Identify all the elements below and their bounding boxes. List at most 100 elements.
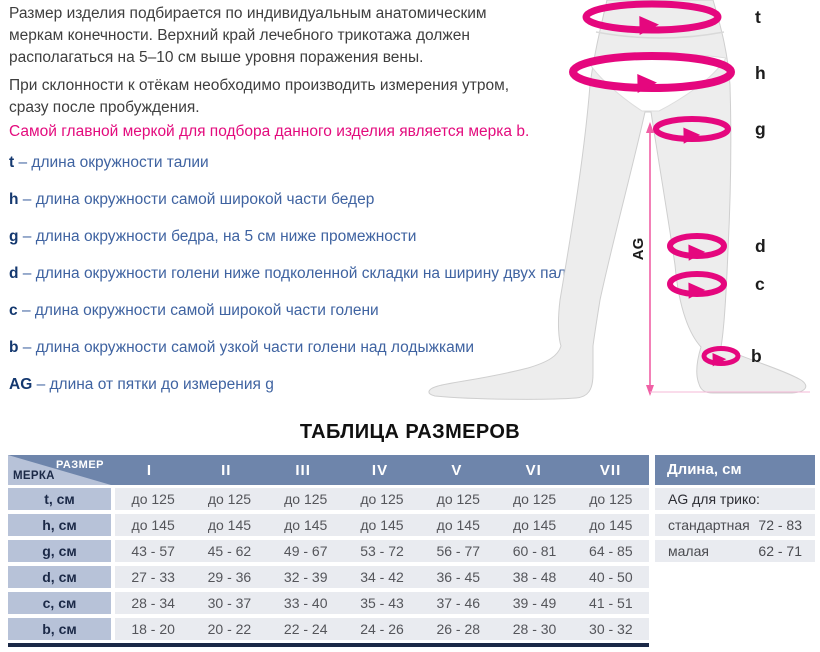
length-row-standard: стандартная 72 - 83 — [655, 514, 815, 536]
size-table: РАЗМЕР МЕРКА I II III IV V VI VII t, см … — [8, 455, 649, 647]
col-header-4: IV — [371, 461, 389, 479]
cell: до 125 — [284, 491, 328, 507]
row-label: t, см — [8, 488, 111, 510]
cell: до 125 — [512, 491, 557, 507]
col-header-6: VI — [525, 461, 542, 479]
corner-label-size: РАЗМЕР — [55, 459, 104, 471]
cell: 28 - 30 — [512, 621, 557, 637]
cell: до 145 — [207, 517, 252, 533]
length-subheader-row: AG для трико: — [655, 488, 815, 510]
cell: 40 - 50 — [589, 569, 633, 585]
cell: 30 - 32 — [589, 621, 633, 637]
measure-key-b: b — [9, 339, 19, 356]
length-table-header: Длина, см — [655, 455, 815, 485]
size-table-title: ТАБЛИЦА РАЗМЕРОВ — [299, 421, 521, 443]
measure-key-t: t — [9, 154, 15, 171]
table-row-t: t, см до 125 до 125 до 125 до 125 до 125… — [8, 488, 649, 510]
cell: 22 - 24 — [283, 621, 328, 637]
row-values: 18 - 20 20 - 22 22 - 24 24 - 26 26 - 28 … — [115, 618, 649, 640]
measure-key-ag: AG — [9, 376, 33, 393]
col-header-3: III — [295, 461, 311, 479]
measure-key-c: c — [9, 302, 18, 319]
col-header-2: II — [221, 461, 232, 479]
cell: 38 - 48 — [512, 569, 557, 585]
length-row-small: малая 62 - 71 — [655, 540, 815, 562]
arrow-g — [653, 116, 731, 142]
measure-text-d: – длина окружности голени ниже подколенн… — [22, 265, 600, 282]
length-subheader: AG для трико: — [668, 491, 760, 507]
row-label: c, см — [8, 592, 111, 614]
corner-cell: РАЗМЕР МЕРКА — [8, 455, 111, 485]
row-label: g, см — [8, 540, 111, 562]
measure-item-g: g – длина окружности бедра, на 5 см ниже… — [9, 226, 649, 247]
row-values: 28 - 34 30 - 37 33 - 40 35 - 43 37 - 46 … — [115, 592, 649, 614]
cell: 28 - 34 — [131, 595, 175, 611]
table-row-h: h, см до 145 до 145 до 145 до 145 до 145… — [8, 514, 649, 536]
cell: 43 - 57 — [131, 543, 175, 559]
table-bottom-border — [8, 643, 649, 647]
cell: 37 - 46 — [436, 595, 481, 611]
measure-item-t: t – длина окружности талии — [9, 152, 649, 173]
cell: 60 - 81 — [512, 543, 557, 559]
cell: до 145 — [360, 517, 404, 533]
cell: 53 - 72 — [360, 543, 404, 559]
measure-key-d: d — [9, 265, 19, 282]
cell: до 145 — [512, 517, 557, 533]
intro-text-block: Размер изделия подбирается по индивидуал… — [9, 0, 649, 411]
measure-text-ag: – длина от пятки до измерения g — [36, 376, 274, 393]
row-values: 43 - 57 45 - 62 49 - 67 53 - 72 56 - 77 … — [115, 540, 649, 562]
arrow-heads — [636, 14, 727, 367]
corner-label-measure: МЕРКА — [13, 470, 55, 482]
diagram-labels: t h g d c b — [751, 7, 766, 366]
label-d: d — [755, 236, 766, 256]
size-table-body: t, см до 125 до 125 до 125 до 125 до 125… — [8, 485, 649, 640]
cell: 34 - 42 — [360, 569, 404, 585]
row-label: b, см — [8, 618, 111, 640]
measure-text-b: – длина окружности самой узкой части гол… — [22, 339, 475, 356]
column-headers: I II III IV V VI VII — [111, 455, 649, 485]
cell: 56 - 77 — [436, 543, 481, 559]
label-c: c — [755, 274, 765, 294]
cell: 36 - 45 — [436, 569, 481, 585]
measure-item-h: h – длина окружности самой широкой части… — [9, 189, 649, 210]
row-label: d, см — [8, 566, 111, 588]
table-row-d: d, см 27 - 33 29 - 36 32 - 39 34 - 42 36… — [8, 566, 649, 588]
row-values: до 145 до 145 до 145 до 145 до 145 до 14… — [115, 514, 649, 536]
measure-text-t: – длина окружности талии — [18, 154, 209, 171]
ag-measure-line — [646, 122, 810, 396]
cell: до 145 — [589, 517, 633, 533]
measure-key-h: h — [9, 191, 19, 208]
cell: 35 - 43 — [360, 595, 404, 611]
cell: 26 - 28 — [436, 621, 481, 637]
intro-highlight: Самой главной меркой для подбора данного… — [9, 123, 530, 140]
label-g: g — [755, 119, 766, 139]
cell: 64 - 85 — [589, 543, 633, 559]
label-t: t — [755, 7, 761, 27]
length-label: малая — [668, 543, 709, 559]
measure-item-c: c – длина окружности самой широкой части… — [9, 300, 649, 321]
row-values: до 125 до 125 до 125 до 125 до 125 до 12… — [115, 488, 649, 510]
cell: 33 - 40 — [283, 595, 328, 611]
table-row-g: g, см 43 - 57 45 - 62 49 - 67 53 - 72 56… — [8, 540, 649, 562]
length-value: 72 - 83 — [758, 517, 802, 533]
measure-item-ag: AG – длина от пятки до измерения g — [9, 374, 649, 395]
cell: 29 - 36 — [207, 569, 252, 585]
col-header-7: VII — [599, 461, 622, 479]
arrow-b — [701, 346, 741, 366]
cell: 20 - 22 — [207, 621, 252, 637]
cell: 32 - 39 — [283, 569, 328, 585]
arrow-d — [667, 233, 727, 259]
table-row-b: b, см 18 - 20 20 - 22 22 - 24 24 - 26 26… — [8, 618, 649, 640]
size-table-header: РАЗМЕР МЕРКА I II III IV V VI VII — [8, 455, 649, 485]
cell: до 145 — [284, 517, 328, 533]
row-values: 27 - 33 29 - 36 32 - 39 34 - 42 36 - 45 … — [115, 566, 649, 588]
measure-text-h: – длина окружности самой широкой части б… — [22, 191, 375, 208]
cell: до 125 — [207, 491, 252, 507]
cell: 45 - 62 — [207, 543, 252, 559]
cell: 18 - 20 — [131, 621, 175, 637]
length-table: Длина, см AG для трико: стандартная 72 -… — [655, 455, 815, 562]
cell: 39 - 49 — [512, 595, 557, 611]
length-label: стандартная — [668, 517, 750, 533]
cell: 24 - 26 — [360, 621, 404, 637]
